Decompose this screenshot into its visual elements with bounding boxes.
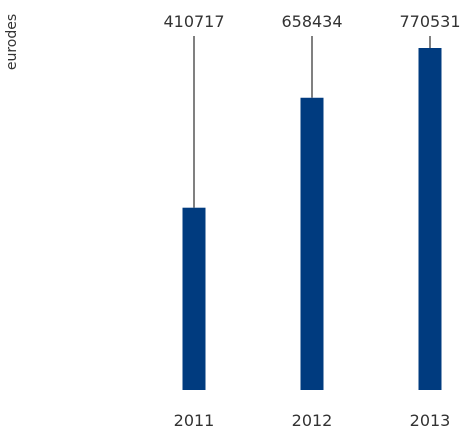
value-label-2011: 410717 [163,12,224,31]
x-tick-label-2011: 2011 [174,411,215,429]
bar-2012 [300,97,324,391]
value-label-2013: 770531 [399,12,460,31]
y-axis-label: eurodes [4,14,20,70]
chart-marks: 410717 2011 658434 2012 770531 2013 [163,12,460,429]
x-tick-label-2012: 2012 [292,411,333,429]
bar-2011 [182,207,206,390]
value-label-2012: 658434 [281,12,342,31]
bar-2013 [418,48,442,390]
x-tick-label-2013: 2013 [410,411,451,429]
